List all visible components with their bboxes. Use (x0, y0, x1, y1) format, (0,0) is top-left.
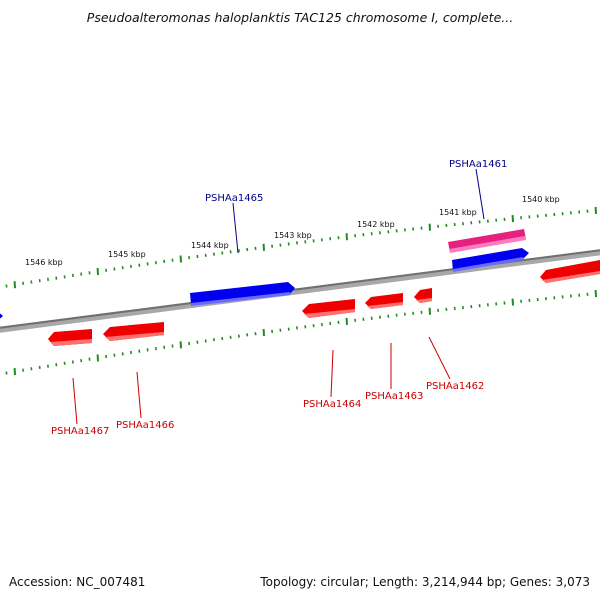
scale-label-1540: 1540 kbp (522, 195, 560, 204)
label-leader-lines (72, 168, 485, 425)
gene-labels: PSHAa1461 PSHAa1465 PSHAa1467 PSHAa1466 … (51, 159, 507, 437)
label-PSHAa1467[interactable]: PSHAa1467 (51, 426, 109, 437)
scale-labels: 1546 kbp 1545 kbp 1544 kbp 1543 kbp 1542… (25, 195, 560, 267)
leader-PSHAa1461 (475, 168, 485, 220)
gene-arrow-plus-2[interactable] (452, 248, 529, 272)
gene-PSHAa1463-arrow[interactable] (365, 293, 403, 309)
scale-label-1546: 1546 kbp (25, 258, 63, 267)
label-PSHAa1465[interactable]: PSHAa1465 (205, 193, 263, 204)
gene-PSHAa1467-arrow[interactable] (48, 329, 92, 346)
outer-scale-ticks (5, 206, 597, 289)
scale-label-1545: 1545 kbp (108, 250, 146, 259)
inner-scale-ticks (5, 289, 597, 376)
gene-PSHAa1466-arrow[interactable] (103, 322, 164, 341)
leader-PSHAa1467 (72, 377, 78, 425)
gene-PSHAa1461-arrow[interactable] (448, 229, 526, 253)
label-PSHAa1466[interactable]: PSHAa1466 (116, 420, 174, 431)
gene-arrow-offscreen-right[interactable] (540, 260, 600, 283)
accession-text: Accession: NC_007481 (9, 575, 146, 589)
scale-label-1544: 1544 kbp (191, 241, 229, 250)
leader-PSHAa1464 (330, 349, 334, 398)
label-PSHAa1463[interactable]: PSHAa1463 (365, 391, 423, 402)
chromosome-backbone (0, 249, 600, 333)
plus-strand-genes[interactable] (0, 248, 529, 322)
map-title: Pseudoalteromonas haloplanktis TAC125 ch… (86, 10, 514, 25)
scale-label-1543: 1543 kbp (274, 231, 312, 240)
scale-label-1542: 1542 kbp (357, 220, 395, 229)
leader-PSHAa1465 (232, 202, 239, 254)
label-PSHAa1461[interactable]: PSHAa1461 (449, 159, 507, 170)
label-PSHAa1462[interactable]: PSHAa1462 (426, 381, 484, 392)
gene-PSHAa1465-arrow[interactable] (190, 282, 295, 306)
minus-strand-genes[interactable] (48, 260, 600, 346)
leader-PSHAa1466 (136, 371, 142, 419)
label-PSHAa1464[interactable]: PSHAa1464 (303, 399, 361, 410)
leader-PSHAa1462 (428, 336, 451, 380)
gene-PSHAa1462-arrow[interactable] (414, 288, 432, 303)
topology-summary-text: Topology: circular; Length: 3,214,944 bp… (260, 575, 590, 589)
scale-label-1541: 1541 kbp (439, 208, 477, 217)
gene-PSHAa1464-arrow[interactable] (302, 299, 355, 318)
gene-arrow-offscreen-left[interactable] (0, 310, 3, 322)
